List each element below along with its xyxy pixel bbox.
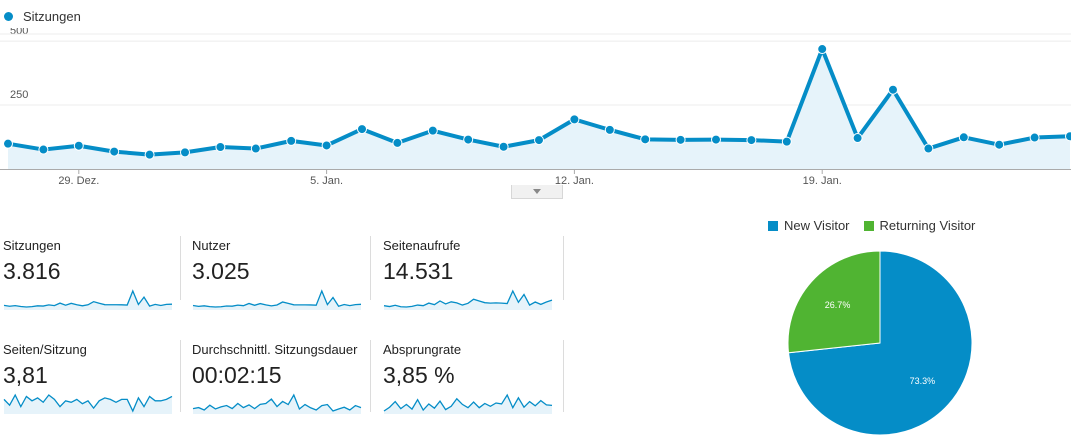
- data-point[interactable]: [1029, 132, 1040, 143]
- sparkline-line: [192, 289, 362, 308]
- x-tick-label: 5. Jan.: [310, 175, 343, 185]
- metric-separator: [180, 340, 181, 412]
- chart-collapse-handle[interactable]: [511, 185, 563, 199]
- data-point[interactable]: [923, 143, 934, 154]
- pie-slice[interactable]: [787, 250, 881, 354]
- sessions-line-chart[interactable]: 500 250 29. Dez. 5. Jan. 12. Jan. 19. Jan.: [0, 28, 1071, 185]
- pie-legend: New Visitor Returning Visitor: [768, 218, 989, 233]
- metric-tile[interactable]: Nutzer 3.025: [192, 238, 366, 312]
- metric-tile[interactable]: Seitenaufrufe 14.531: [383, 238, 557, 312]
- sparkline-line: [3, 289, 173, 308]
- data-point[interactable]: [640, 134, 651, 145]
- data-point[interactable]: [73, 140, 84, 151]
- data-point[interactable]: [498, 141, 509, 152]
- sparkline-area: [4, 291, 172, 310]
- metric-value: 3.816: [3, 258, 61, 284]
- sparkline-area: [4, 395, 172, 414]
- data-point[interactable]: [781, 136, 792, 147]
- pie-slice-label: 26.7%: [825, 300, 851, 310]
- pie-legend-label: New Visitor: [784, 218, 850, 233]
- data-point[interactable]: [3, 138, 13, 149]
- data-point[interactable]: [321, 140, 332, 151]
- metric-value: 3,81: [3, 362, 48, 388]
- data-point[interactable]: [675, 134, 686, 145]
- series-legend-label: Sitzungen: [23, 9, 81, 24]
- metric-label: Nutzer: [192, 238, 231, 253]
- metric-value: 14.531: [383, 258, 454, 284]
- pie-legend-label: Returning Visitor: [879, 218, 976, 233]
- series-area-fill: [8, 49, 1070, 169]
- series-legend[interactable]: Sitzungen: [4, 9, 81, 24]
- y-tick-label: 500: [10, 28, 28, 37]
- x-tick-label: 29. Dez.: [58, 175, 99, 185]
- data-point[interactable]: [427, 125, 438, 136]
- metric-separator: [180, 236, 181, 300]
- sparkline-line: [383, 289, 553, 308]
- metric-label: Durchschnittl. Sitzungsdauer: [192, 342, 358, 357]
- data-point[interactable]: [817, 44, 828, 55]
- data-point[interactable]: [569, 114, 580, 125]
- sparkline-line: [192, 393, 362, 412]
- data-point[interactable]: [1065, 131, 1071, 142]
- metric-tile[interactable]: Sitzungen 3.816: [3, 238, 177, 312]
- metric-label: Absprungrate: [383, 342, 462, 357]
- x-tick-label: 19. Jan.: [803, 175, 842, 185]
- sparkline-area: [193, 291, 361, 310]
- data-point[interactable]: [604, 124, 615, 135]
- y-tick-label: 250: [10, 89, 28, 101]
- metric-value: 3,85 %: [383, 362, 455, 388]
- data-point[interactable]: [38, 144, 49, 155]
- new-visitor-swatch-icon: [768, 220, 778, 231]
- metric-tile[interactable]: Seiten/Sitzung 3,81: [3, 342, 177, 416]
- sparkline-area: [384, 291, 552, 310]
- data-point[interactable]: [215, 142, 226, 153]
- data-point[interactable]: [463, 134, 474, 145]
- metric-label: Seiten/Sitzung: [3, 342, 87, 357]
- metric-sparkline: [3, 289, 173, 310]
- data-point[interactable]: [711, 134, 721, 145]
- metric-tile[interactable]: Absprungrate 3,85 %: [383, 342, 557, 416]
- data-point[interactable]: [534, 135, 544, 146]
- returning-visitor-swatch-icon: [863, 220, 874, 231]
- sparkline-line: [383, 393, 553, 412]
- data-point[interactable]: [357, 124, 367, 135]
- metric-sparkline: [192, 289, 362, 310]
- sparkline-area: [193, 395, 361, 414]
- data-point[interactable]: [888, 84, 898, 95]
- metric-label: Sitzungen: [3, 238, 61, 253]
- visitor-type-pie-chart[interactable]: 73.3% 26.7%: [787, 250, 977, 440]
- metric-value: 00:02:15: [192, 362, 282, 388]
- sparkline-line: [3, 393, 173, 413]
- metric-sparkline: [383, 393, 553, 414]
- series-color-dot-icon: [4, 12, 13, 21]
- data-point[interactable]: [746, 135, 757, 146]
- metric-separator: [370, 340, 371, 412]
- x-tick-label: 12. Jan.: [555, 175, 594, 185]
- metric-separator: [370, 236, 371, 300]
- metric-separator: [563, 340, 564, 412]
- metric-tile[interactable]: Durchschnittl. Sitzungsdauer 00:02:15: [192, 342, 366, 416]
- metric-label: Seitenaufrufe: [383, 238, 461, 253]
- metric-value: 3.025: [192, 258, 250, 284]
- data-point[interactable]: [994, 139, 1005, 150]
- pie-legend-new-visitor[interactable]: New Visitor: [768, 218, 850, 233]
- data-point[interactable]: [392, 137, 403, 148]
- data-point[interactable]: [958, 132, 969, 143]
- data-point[interactable]: [144, 149, 155, 160]
- metric-separator: [563, 236, 564, 300]
- metric-sparkline: [3, 393, 173, 414]
- sparkline-area: [384, 395, 552, 414]
- data-point[interactable]: [286, 135, 297, 146]
- data-point[interactable]: [109, 146, 120, 157]
- metric-sparkline: [192, 393, 362, 414]
- data-point[interactable]: [180, 147, 190, 158]
- data-point[interactable]: [250, 143, 261, 154]
- metric-sparkline: [383, 289, 553, 310]
- pie-slice-label: 73.3%: [910, 376, 936, 386]
- pie-legend-returning-visitor[interactable]: Returning Visitor: [863, 218, 976, 233]
- data-point[interactable]: [852, 133, 863, 144]
